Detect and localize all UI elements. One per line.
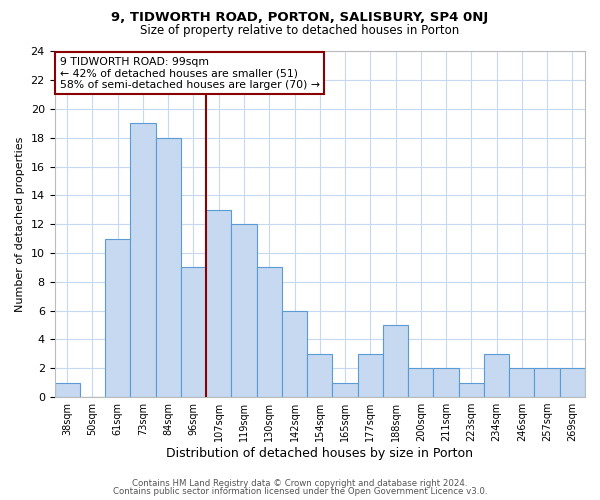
Text: 9 TIDWORTH ROAD: 99sqm
← 42% of detached houses are smaller (51)
58% of semi-det: 9 TIDWORTH ROAD: 99sqm ← 42% of detached… (60, 56, 320, 90)
Bar (130, 124, 155, 397)
Text: Contains public sector information licensed under the Open Government Licence v3: Contains public sector information licen… (113, 487, 487, 496)
Bar (408, 368, 433, 397)
Bar (560, 368, 585, 397)
Bar (55, 382, 80, 397)
Bar (257, 268, 282, 397)
Bar (433, 368, 458, 397)
Bar (155, 138, 181, 397)
Bar (383, 325, 408, 397)
Bar (332, 382, 358, 397)
Y-axis label: Number of detached properties: Number of detached properties (15, 136, 25, 312)
Text: Contains HM Land Registry data © Crown copyright and database right 2024.: Contains HM Land Registry data © Crown c… (132, 478, 468, 488)
Bar (458, 382, 484, 397)
Bar (206, 210, 232, 397)
Bar (484, 354, 509, 397)
Text: 9, TIDWORTH ROAD, PORTON, SALISBURY, SP4 0NJ: 9, TIDWORTH ROAD, PORTON, SALISBURY, SP4… (112, 11, 488, 24)
Text: Size of property relative to detached houses in Porton: Size of property relative to detached ho… (140, 24, 460, 37)
Bar (509, 368, 535, 397)
Bar (232, 224, 257, 397)
Bar (307, 354, 332, 397)
Bar (105, 238, 130, 397)
Bar (282, 310, 307, 397)
X-axis label: Distribution of detached houses by size in Porton: Distribution of detached houses by size … (166, 447, 473, 460)
Bar (181, 268, 206, 397)
Bar (535, 368, 560, 397)
Bar (358, 354, 383, 397)
